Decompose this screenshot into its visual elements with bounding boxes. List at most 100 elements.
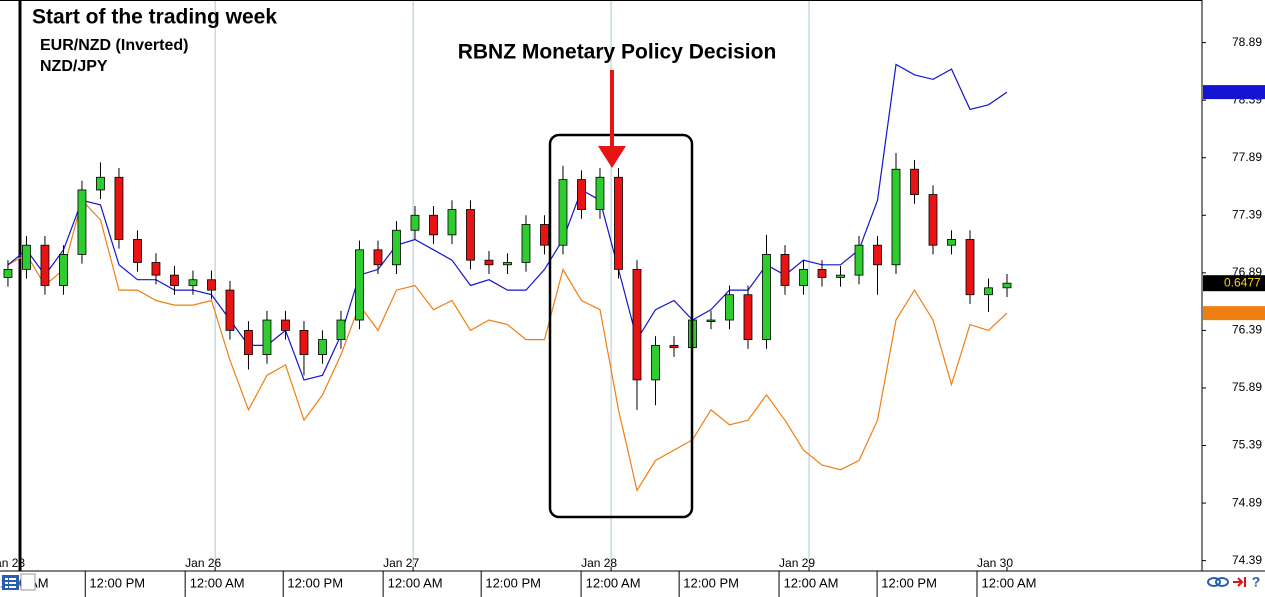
candle-body <box>762 254 771 341</box>
y-tick-label: 74.89 <box>1232 495 1262 509</box>
highlight-box <box>548 133 694 519</box>
x-date-label: Jan 29 <box>779 556 815 570</box>
candle-body <box>484 259 494 266</box>
candle-body <box>96 176 105 191</box>
x-date-label: Jan 28 <box>581 556 617 570</box>
candle-body <box>706 319 716 322</box>
candle-body <box>22 244 31 270</box>
candle-body <box>1002 282 1012 289</box>
candle-body <box>447 209 457 236</box>
candle-body <box>965 239 975 296</box>
candle-body <box>466 209 475 261</box>
help-icon[interactable]: ? <box>1252 574 1261 590</box>
last-price-tag <box>1203 275 1265 292</box>
candle-body <box>207 279 216 291</box>
x-time-label: 12:00 PM <box>683 575 739 590</box>
candle-body <box>928 194 938 246</box>
candle-body <box>577 179 586 210</box>
last-price-label: 0.6477 <box>1224 275 1261 289</box>
x-time-label: 12:00 PM <box>881 575 937 590</box>
y-tick-label: 75.89 <box>1232 380 1262 394</box>
candle-body <box>503 262 512 266</box>
candle-body <box>170 274 179 286</box>
candle-body <box>355 249 364 321</box>
x-time-label: 12:00 PM <box>485 575 541 590</box>
x-date-label: Jan 27 <box>383 556 419 570</box>
y-tick-label: 75.39 <box>1232 438 1262 452</box>
candle-body <box>984 287 993 296</box>
y-tick-label: 78.89 <box>1232 35 1262 49</box>
candle-body <box>614 176 623 270</box>
candle-body <box>632 268 642 381</box>
candle-body <box>59 254 68 286</box>
legend-entry: NZD/JPY <box>40 58 108 75</box>
candle-body <box>854 244 864 276</box>
price-tag <box>1203 85 1265 100</box>
candle-body <box>836 274 845 278</box>
x-date-label: Jan 30 <box>977 556 1013 570</box>
candle-body <box>521 224 531 263</box>
y-tick-label: 74.39 <box>1232 553 1262 567</box>
candle-body <box>947 239 956 246</box>
candle-body <box>225 289 235 331</box>
x-time-label: 12:00 AM <box>784 575 839 590</box>
x-time-label: 12:00 AM <box>388 575 443 590</box>
price-tag <box>1203 306 1265 321</box>
series-line <box>7 199 1008 492</box>
candle-body <box>799 268 808 286</box>
candle-body <box>817 268 827 278</box>
candle-body <box>336 319 346 341</box>
x-time-label: 12:00 AM <box>586 575 641 590</box>
candle-body <box>910 168 919 195</box>
x-time-label: 12:00 PM <box>287 575 343 590</box>
link-icon[interactable] <box>1207 577 1229 587</box>
candle-body <box>262 319 272 355</box>
candle-body <box>281 319 290 331</box>
candle-body <box>392 229 401 266</box>
candle-body <box>3 268 13 278</box>
candle-body <box>188 279 198 286</box>
candle-body <box>133 239 142 263</box>
candle-body <box>40 244 50 286</box>
candles <box>3 153 1012 410</box>
price-tags: 0.6477 <box>1203 85 1265 321</box>
y-tick-label: 76.39 <box>1232 323 1262 337</box>
menu-icon[interactable] <box>2 575 19 590</box>
x-time-label: 12:00 AM <box>982 575 1037 590</box>
chart-title: Start of the trading week <box>32 6 277 29</box>
candle-body <box>410 214 420 231</box>
candle-body <box>651 344 660 381</box>
candle-body <box>595 176 605 210</box>
candle-body <box>725 294 734 321</box>
candle-body <box>299 329 309 355</box>
candle-body <box>558 179 568 246</box>
candle-body <box>114 176 124 240</box>
candle-body <box>873 244 882 266</box>
candle-body <box>77 189 87 255</box>
x-time-label: 12:00 PM <box>89 575 145 590</box>
candle-body <box>373 249 383 266</box>
axes: 78.8978.3977.8977.3976.8976.3975.8975.39… <box>0 35 1262 597</box>
x-time-label: 12:00 AM <box>190 575 245 590</box>
jump-icon[interactable] <box>1233 577 1246 587</box>
candle-body <box>540 224 549 246</box>
candle-body <box>743 294 753 341</box>
candle-body <box>151 262 161 276</box>
scroll-box[interactable] <box>20 573 36 591</box>
y-tick-label: 77.89 <box>1232 150 1262 164</box>
candle-body <box>780 254 790 286</box>
candle-body <box>429 214 438 236</box>
candle-body <box>318 339 327 355</box>
y-tick-label: 77.39 <box>1232 207 1262 221</box>
x-date-label: Jan 26 <box>185 556 221 570</box>
x-date-label: Jan 23 <box>0 556 25 570</box>
candle-body <box>891 168 901 266</box>
candle-body <box>669 344 679 349</box>
candle-body <box>244 329 253 355</box>
arrow-head <box>598 146 626 168</box>
legend-entry: EUR/NZD (Inverted) <box>40 37 188 54</box>
annotation: RBNZ Monetary Policy Decision <box>458 41 777 64</box>
